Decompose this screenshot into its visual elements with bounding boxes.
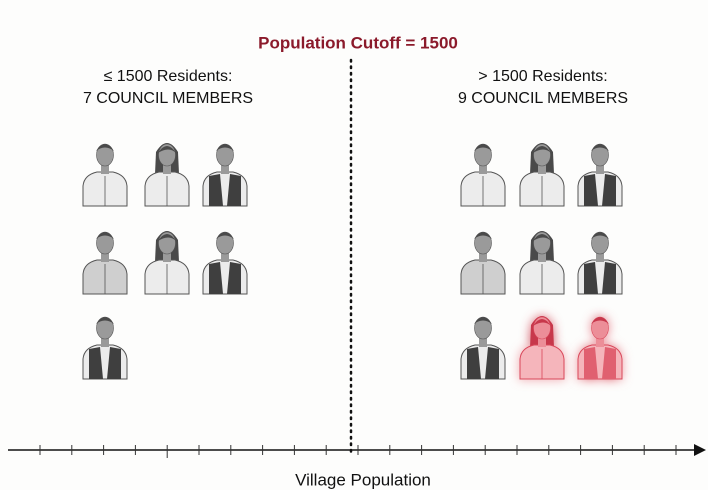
vest	[602, 347, 616, 379]
person	[519, 231, 565, 295]
hair-top	[96, 232, 114, 239]
vest	[209, 174, 223, 206]
vest	[227, 262, 241, 294]
right-count: 9 COUNCIL MEMBERS	[458, 90, 628, 107]
person	[519, 316, 565, 380]
neck	[163, 252, 171, 262]
council-members	[82, 143, 623, 380]
neck	[221, 252, 229, 262]
person	[144, 143, 190, 207]
hair-top	[533, 146, 551, 153]
left-count: 7 COUNCIL MEMBERS	[83, 90, 253, 107]
hair-top	[591, 317, 609, 324]
person	[144, 231, 190, 295]
person	[202, 231, 248, 295]
person	[82, 316, 128, 380]
hair-top	[591, 144, 609, 151]
neck	[538, 337, 546, 347]
axis-ticks	[39, 445, 677, 458]
vest	[89, 347, 103, 379]
axis-label: Village Population	[295, 470, 431, 489]
title: Population Cutoff = 1500	[258, 33, 458, 52]
person	[577, 231, 623, 295]
person	[460, 316, 506, 380]
vest	[602, 262, 616, 294]
hair-top	[591, 232, 609, 239]
left-label: ≤ 1500 Residents:	[104, 68, 233, 85]
hair-top	[216, 232, 234, 239]
neck	[538, 252, 546, 262]
hair-top	[474, 317, 492, 324]
hair-top	[533, 234, 551, 241]
hair-top	[96, 317, 114, 324]
neck	[596, 252, 604, 262]
hair-top	[474, 144, 492, 151]
hair-top	[158, 146, 176, 153]
person	[577, 316, 623, 380]
vest	[584, 347, 598, 379]
hair-top	[158, 234, 176, 241]
neck	[596, 337, 604, 347]
neck	[538, 164, 546, 174]
neck	[479, 337, 487, 347]
vest	[227, 174, 241, 206]
neck	[479, 252, 487, 262]
right-label: > 1500 Residents:	[478, 68, 607, 85]
neck	[101, 337, 109, 347]
hair-top	[474, 232, 492, 239]
person	[82, 143, 128, 207]
vest	[602, 174, 616, 206]
person	[82, 231, 128, 295]
neck	[596, 164, 604, 174]
neck	[479, 164, 487, 174]
vest	[485, 347, 499, 379]
vest	[467, 347, 481, 379]
hair-top	[216, 144, 234, 151]
person	[460, 143, 506, 207]
neck	[101, 252, 109, 262]
vest	[107, 347, 121, 379]
neck	[101, 164, 109, 174]
hair-top	[96, 144, 114, 151]
person	[202, 143, 248, 207]
vest	[209, 262, 223, 294]
person	[460, 231, 506, 295]
person	[577, 143, 623, 207]
axis-arrow	[694, 444, 706, 456]
vest	[584, 174, 598, 206]
vest	[584, 262, 598, 294]
hair-top	[533, 319, 551, 326]
person	[519, 143, 565, 207]
neck	[221, 164, 229, 174]
neck	[163, 164, 171, 174]
